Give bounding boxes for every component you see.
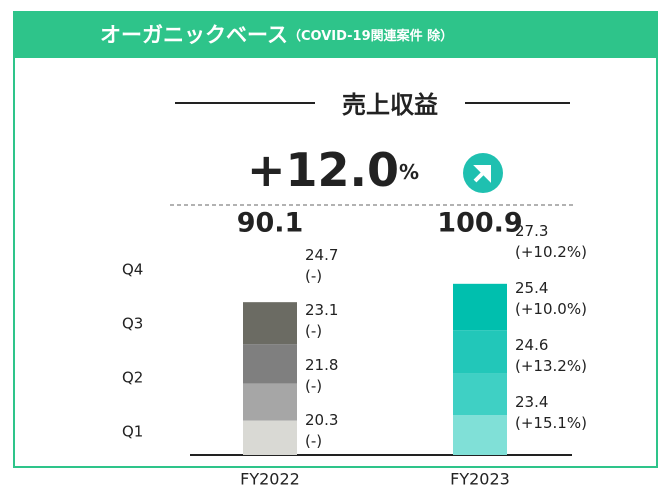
data-label-growth: (+10.2%) [515,243,587,261]
heading: 売上収益 [342,91,438,119]
data-label: 24.7 (-) [305,246,338,285]
data-label: 23.4 (+15.1%) [515,393,587,432]
legend-label: Q3 [122,315,143,333]
data-label-value: 23.1 [305,301,338,319]
data-label: 27.3 (+10.2%) [515,222,587,261]
data-label-value: 23.4 [515,393,548,411]
bar-segment [243,420,297,455]
data-label-growth: (-) [305,377,322,395]
change: +12.0% [247,143,419,197]
data-label: 25.4 (+10.0%) [515,279,587,318]
change-unit: % [399,160,419,184]
legend-label: Q4 [122,261,143,279]
data-label-value: 20.3 [305,411,338,429]
x-tick-label: FY2022 [240,470,300,489]
header-band [14,12,657,58]
data-label: 23.1 (-) [305,301,338,340]
total-label: 100.9 [437,208,522,239]
data-label-growth: (-) [305,267,322,285]
data-label-value: 24.7 [305,246,338,264]
bar-segment [453,373,507,416]
change-value: +12.0 [247,143,399,197]
legend-label: Q1 [122,423,143,441]
title-text: オーガニックベース [100,23,288,47]
data-label-value: 27.3 [515,222,548,240]
data-label-growth: (+10.0%) [515,300,587,318]
data-label-growth: (+15.1%) [515,414,587,432]
up-arrow [473,165,491,183]
bar-segment [243,344,297,384]
data-label-growth: (+13.2%) [515,357,587,375]
bar-segment [453,283,507,331]
x-tick-label: FY2023 [450,470,510,489]
bar-segment [243,383,297,421]
data-label-value: 21.8 [305,356,338,374]
data-label: 24.6 (+13.2%) [515,336,587,375]
bar-segment [453,330,507,374]
bar-segment [243,302,297,345]
total-label: 90.1 [237,208,304,239]
data-label-growth: (-) [305,322,322,340]
frame [13,11,658,468]
data-label: 20.3 (-) [305,411,338,450]
data-label-value: 25.4 [515,279,548,297]
data-label: 21.8 (-) [305,356,338,395]
data-label-value: 24.6 [515,336,548,354]
title: オーガニックベース（COVID-19関連案件 除） [100,23,453,47]
bar-segment [453,415,507,455]
subtitle: （COVID-19関連案件 除） [288,28,453,44]
legend-label: Q2 [122,369,143,387]
data-label-growth: (-) [305,432,322,450]
